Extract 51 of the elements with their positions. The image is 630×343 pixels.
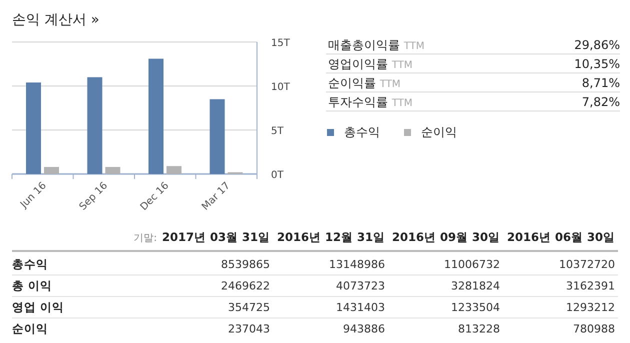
category-label: 2017년 03월 31일 (162, 230, 270, 244)
y-tick-label: 5T (271, 126, 284, 137)
text: 기말: (134, 233, 157, 244)
text: 순이익 (12, 322, 48, 336)
data-label: 780988 (573, 322, 615, 336)
data-label: 813228 (458, 322, 500, 336)
category-label: 순이익률 TTM (328, 76, 400, 90)
x-tick-label: Jun 16 (18, 180, 49, 212)
data-label: 3281824 (451, 280, 500, 292)
data-label: 237043 (228, 322, 270, 336)
bar (105, 166, 120, 174)
category-label: 매출총이익률 TTM (328, 38, 424, 52)
legend-label: 총수익 (344, 125, 380, 139)
data-label: 1431403 (336, 301, 385, 314)
data-label: 11006732 (444, 258, 500, 271)
y-tick-label: 0T (271, 170, 284, 181)
data-label: 8539865 (221, 258, 270, 271)
x-tick-label: Dec 16 (138, 180, 172, 214)
chart-title: 손익 계산서 » (12, 12, 100, 28)
y-tick-label: 10T (271, 82, 291, 93)
x-tick-label: Sep 16 (78, 180, 110, 213)
text: 총 이익 (12, 278, 52, 292)
bar (148, 58, 164, 174)
data-label: 354725 (228, 301, 270, 314)
category-label: 2016년 09월 30일 (392, 230, 500, 244)
bar (44, 166, 59, 174)
bar (26, 82, 41, 174)
data-label: 943886 (343, 322, 385, 336)
data-label: 13148986 (329, 258, 385, 271)
text: 영업 이익 (12, 300, 64, 314)
text: 총수익 (12, 257, 48, 271)
x-tick-label: Mar 17 (200, 180, 232, 213)
y-tick-label: 15T (271, 38, 291, 49)
category-label: 투자수익률 TTM (328, 95, 412, 109)
data-label: 1233504 (451, 301, 500, 314)
data-label: 2469622 (221, 280, 270, 292)
bar (87, 77, 102, 174)
data-label: 1293212 (566, 301, 615, 314)
text: 10,35% (574, 57, 620, 71)
data-label: 4073723 (336, 280, 385, 292)
data-label: 10372720 (559, 258, 615, 271)
category-label: 2016년 06월 30일 (506, 230, 615, 244)
text: 7,82% (582, 95, 620, 109)
text: 29,86% (574, 38, 620, 52)
bar (210, 99, 225, 174)
bar (166, 166, 182, 174)
category-label: 영업이익률 TTM (328, 57, 412, 71)
data-label: 3162391 (566, 280, 615, 292)
category-label: 2016년 12월 31일 (276, 230, 385, 244)
text: 8,71% (582, 76, 620, 90)
legend-label: 순이익 (421, 125, 457, 139)
